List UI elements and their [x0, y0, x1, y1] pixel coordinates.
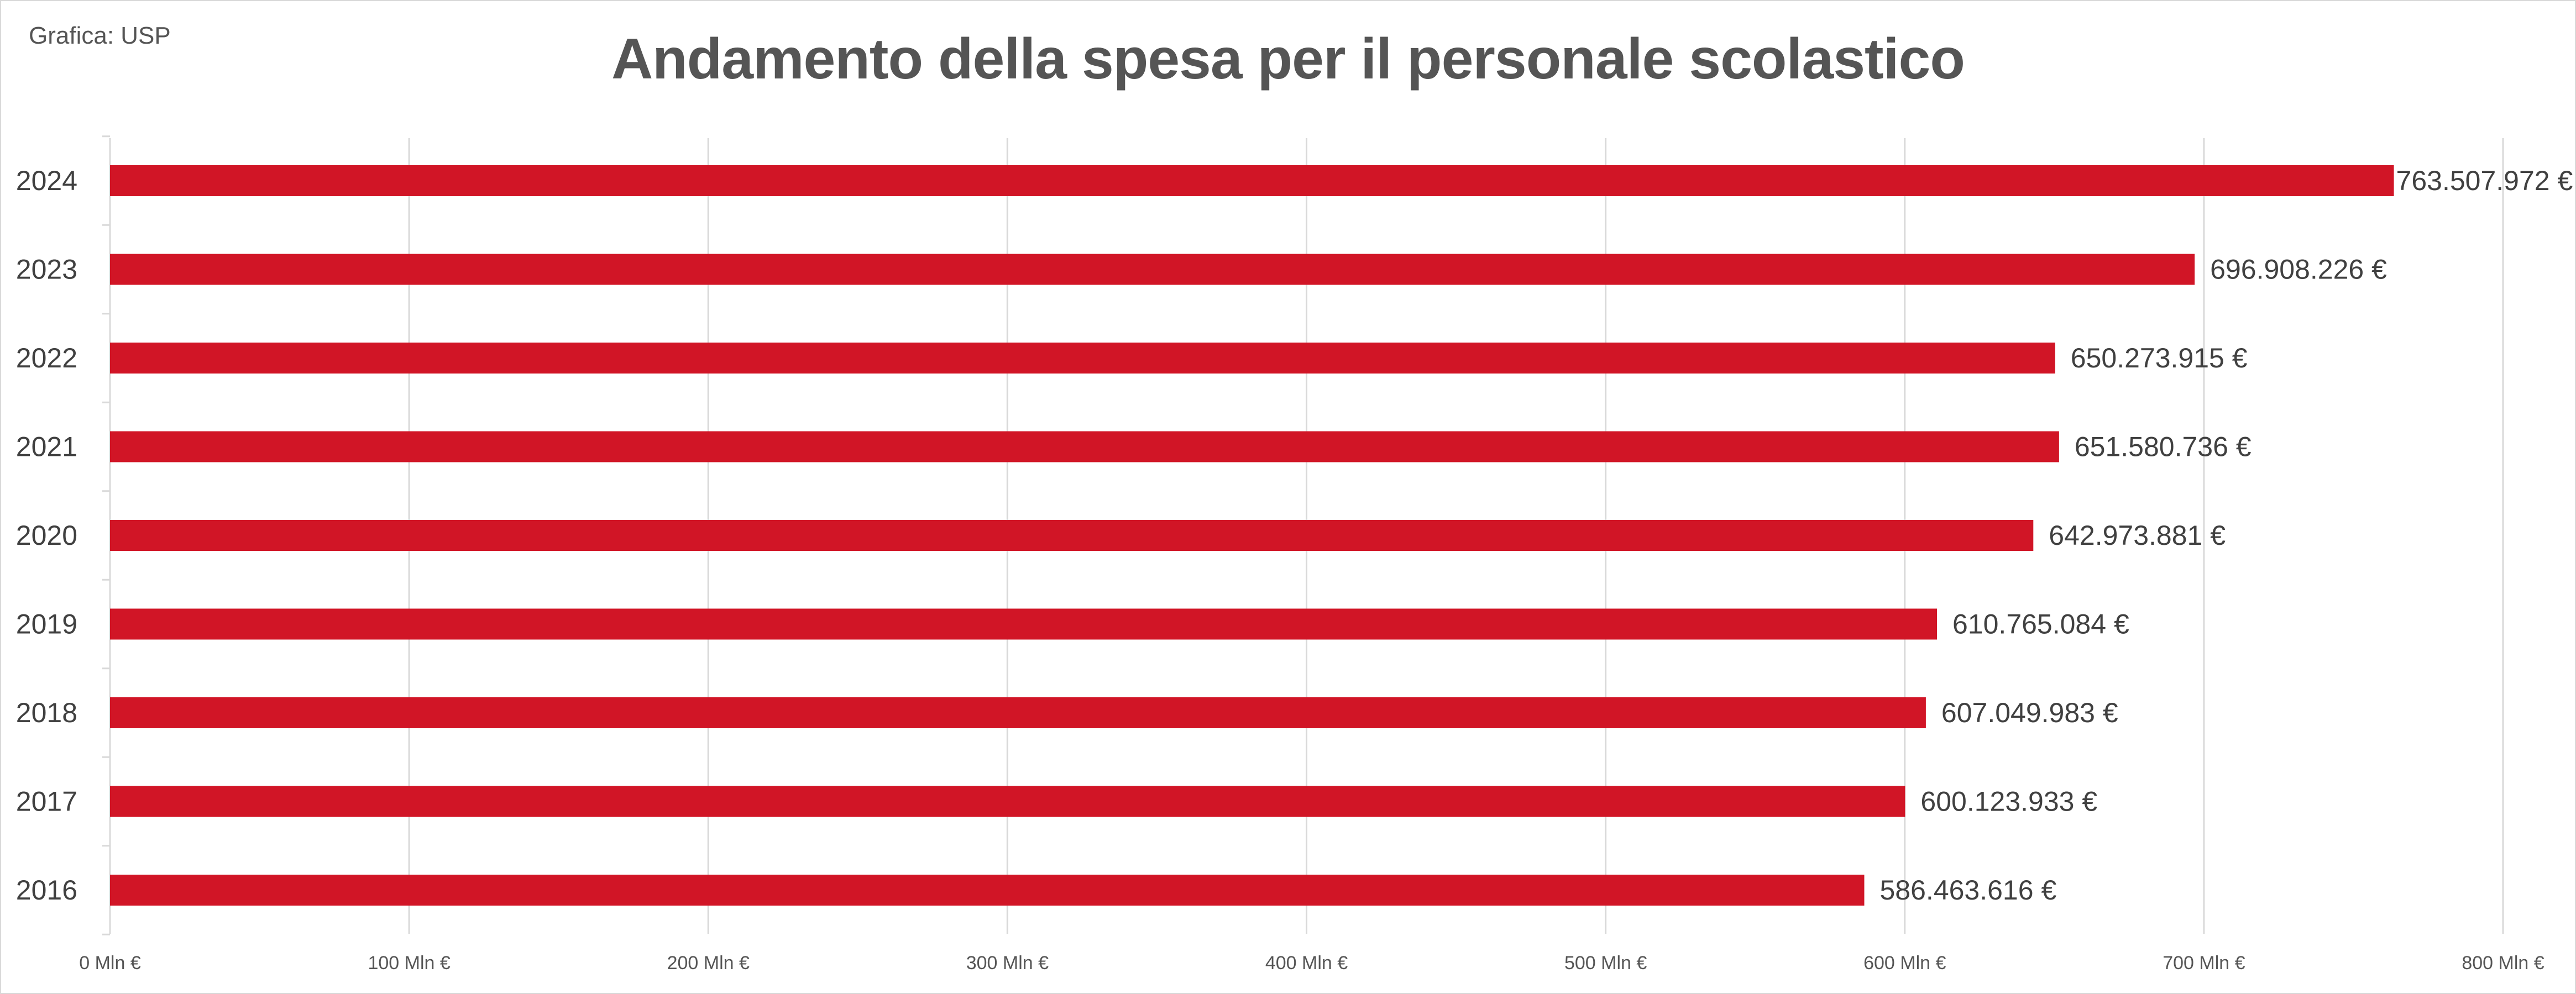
y-tick-label-2019: 2019: [16, 609, 77, 640]
data-label-2018: 607.049.983 €: [1941, 697, 2118, 728]
y-tick-label-2016: 2016: [16, 875, 77, 906]
x-tick-labels: 0 Mln € 100 Mln € 200 Mln € 300 Mln € 400 Ml…: [79, 953, 2544, 974]
x-tick-label: 200 Mln €: [667, 953, 750, 974]
chart-title: Andamento della spesa per il personale s…: [611, 27, 1965, 91]
bar-2016: [110, 875, 1865, 906]
data-labels: 763.507.972 € 696.908.226 € 650.273.915 € 6…: [1880, 165, 2573, 906]
y-tick-label-2022: 2022: [16, 343, 77, 374]
y-tick-label-2018: 2018: [16, 697, 77, 728]
y-tick-label-2021: 2021: [16, 432, 77, 462]
data-label-2024: 763.507.972 €: [2396, 165, 2573, 196]
bar-2022: [110, 343, 2055, 374]
data-label-2023: 696.908.226 €: [2210, 254, 2387, 285]
y-tick-label-2023: 2023: [16, 254, 77, 285]
y-tick-label-2020: 2020: [16, 520, 77, 551]
x-tick-label: 600 Mln €: [1863, 953, 1946, 974]
x-tick-label: 400 Mln €: [1265, 953, 1348, 974]
x-tick-label: 100 Mln €: [368, 953, 450, 974]
bar-2023: [110, 254, 2195, 285]
bars: [110, 165, 2394, 906]
y-tick-labels: 2024 2023 2022 2021 2020 2019 2018 2017 2016: [16, 165, 77, 906]
bar-2017: [110, 786, 1905, 817]
x-tick-label: 0 Mln €: [79, 953, 141, 974]
data-label-2016: 586.463.616 €: [1880, 875, 2057, 906]
bar-2019: [110, 608, 1938, 640]
data-label-2019: 610.765.084 €: [1952, 609, 2129, 640]
data-label-2021: 651.580.736 €: [2075, 432, 2252, 462]
bar-2021: [110, 431, 2059, 462]
x-tick-label: 700 Mln €: [2163, 953, 2245, 974]
y-axis: [102, 135, 111, 935]
y-tick-label-2017: 2017: [16, 786, 77, 817]
x-tick-label: 300 Mln €: [966, 953, 1049, 974]
data-label-2020: 642.973.881 €: [2049, 520, 2226, 551]
y-tick-label-2024: 2024: [16, 165, 77, 196]
bar-2018: [110, 697, 1926, 728]
data-label-2022: 650.273.915 €: [2071, 343, 2248, 374]
chart-credit: Grafica: USP: [29, 22, 171, 49]
x-tick-label: 500 Mln €: [1564, 953, 1647, 974]
data-label-2017: 600.123.933 €: [1920, 786, 2097, 817]
bar-2020: [110, 520, 2034, 551]
x-tick-label: 800 Mln €: [2462, 953, 2544, 974]
bar-2024: [110, 165, 2394, 196]
